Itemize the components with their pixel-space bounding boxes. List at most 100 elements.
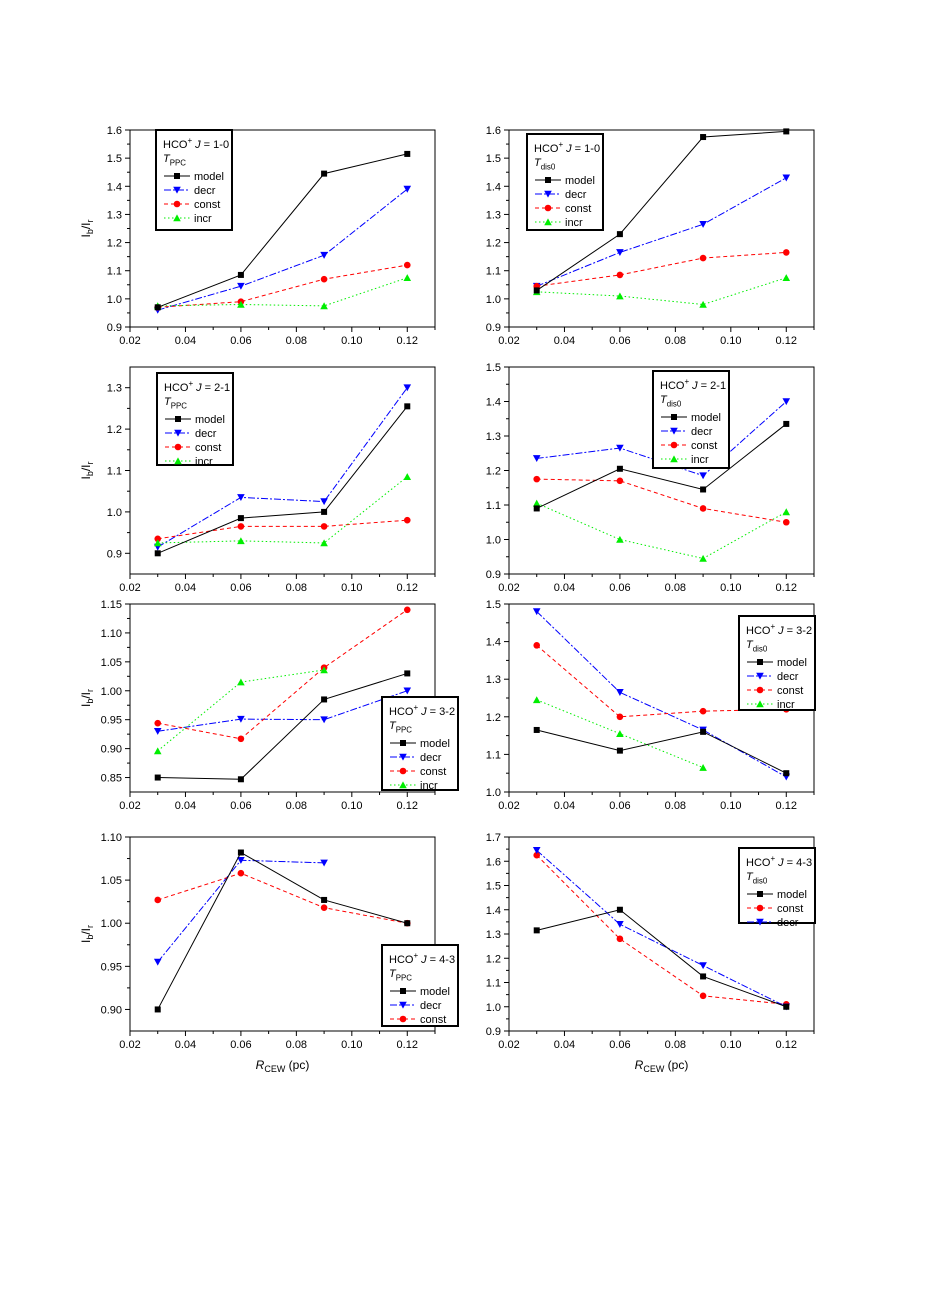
data-point-decr [320,716,328,724]
legend-item-decr: decr [535,189,587,201]
legend-marker [545,177,551,183]
y-tick-label: 1.05 [101,657,122,669]
data-point-incr [532,499,541,507]
legend-label: model [777,657,807,669]
data-point-incr [320,302,328,310]
data-point-model [700,973,707,980]
legend-item-decr: decr [747,671,799,683]
series-const [533,475,790,526]
y-tick-label: 1.0 [486,535,501,547]
x-tick-label: 0.02 [119,800,140,812]
y-tick-label: 1.3 [107,209,122,221]
x-tick-label: 0.06 [230,1039,251,1051]
data-point-incr [699,300,707,308]
y-tick-label: 1.4 [486,637,501,649]
chart-panel-hco-3-2-dis0: 0.02 0.04 0.06 0.08 0.10 0.12 1.0 1.1 1.2 1.3 1.4 1… [486,599,816,812]
x-tick-label: 0.02 [498,1039,519,1051]
legend-title: HCO+ J = 1-0 [534,140,600,155]
y-tick-label: 0.9 [107,322,122,334]
legend-marker [173,200,181,208]
y-tick-label: 1.4 [486,905,501,917]
legend-label: decr [691,426,713,438]
chart-panel-hco-1-0-dis0: 0.02 0.04 0.06 0.08 0.10 0.12 0.9 1.0 1.1 1.2 1.3 1… [486,125,815,347]
legend-label: model [565,175,595,187]
data-point-incr [403,473,412,481]
data-point-const [782,518,790,526]
data-point-incr [320,666,328,674]
data-point-model [321,170,328,177]
data-point-model [237,271,244,278]
legend-marker [756,918,764,926]
legend-marker [756,700,764,708]
y-tick-label: 1.00 [101,686,122,698]
data-point-incr [699,763,707,771]
y-tick-label: 1.00 [101,918,122,930]
legend-marker [671,414,677,420]
data-point-model [533,505,540,512]
legend: HCO+ J = 2-1 Tdis0 model decr const incr [652,370,730,469]
x-tick-label: 0.06 [609,1039,630,1051]
legend-temperature: TPPC [164,396,187,410]
data-point-model [533,726,540,733]
legend-item-const: const [390,1014,446,1026]
legend-marker [400,740,406,746]
legend-title: HCO+ J = 2-1 [660,377,726,392]
data-point-decr [532,847,541,854]
x-tick-label: 0.08 [286,1039,307,1051]
data-point-decr [532,455,541,463]
data-point-decr [320,251,328,259]
legend-temperature: TPPC [389,968,412,982]
x-tick-label: 0.06 [230,800,251,812]
legend-marker [399,767,407,775]
x-tick-label: 0.06 [230,335,251,347]
y-tick-label: 0.85 [101,773,122,785]
legend-label: decr [777,917,799,929]
series-model [533,726,790,777]
x-tick-label: 0.12 [397,800,418,812]
x-tick-label: 0.08 [286,800,307,812]
y-tick-label: 1.1 [486,749,501,761]
data-point-model [700,728,707,735]
plot-frame [129,836,436,1032]
series-model [154,403,411,557]
data-point-decr [616,444,624,452]
chart-panel-hco-3-2-ppc: 0.02 0.04 0.06 0.08 0.10 0.12 0.85 0.90 0.95 1.00… [79,599,459,812]
data-point-incr [237,300,245,308]
data-point-const [533,642,541,649]
legend-title: HCO+ J = 2-1 [164,379,230,394]
x-tick-label: 0.12 [397,335,418,347]
series-line-model [536,423,787,509]
series-line-const [536,854,787,1005]
legend-label: const [420,766,446,778]
x-tick-label: 0.10 [720,582,741,594]
x-tick-label: 0.12 [776,335,797,347]
data-point-decr [782,174,791,182]
legend-item-model: model [661,412,721,424]
x-tick-label: 0.06 [609,582,630,594]
data-point-decr [782,398,791,406]
y-tick-label: 1.4 [486,397,501,409]
data-point-const [237,869,245,877]
series-incr [153,666,328,755]
series-line-const [157,519,408,540]
data-point-model [404,150,411,157]
y-tick-label: 1.2 [486,712,501,724]
data-point-model [154,304,161,311]
legend-marker [399,753,407,761]
series-line-model [536,729,787,774]
legend-item-decr: decr [164,185,216,197]
series-line-decr [536,849,787,1008]
legend-box [738,615,816,711]
data-point-model [237,776,244,783]
data-point-decr [403,687,412,695]
legend-item-decr: decr [747,917,799,929]
data-point-const [154,896,162,904]
data-point-decr [153,727,162,735]
series-model [533,128,790,294]
legend-label: const [195,442,221,454]
x-tick-label: 0.04 [175,1039,196,1051]
legend-temperature: Tdis0 [746,639,768,653]
y-tick-label: 1.6 [107,125,122,137]
series-line-const [536,251,787,287]
series-decr [153,856,328,966]
